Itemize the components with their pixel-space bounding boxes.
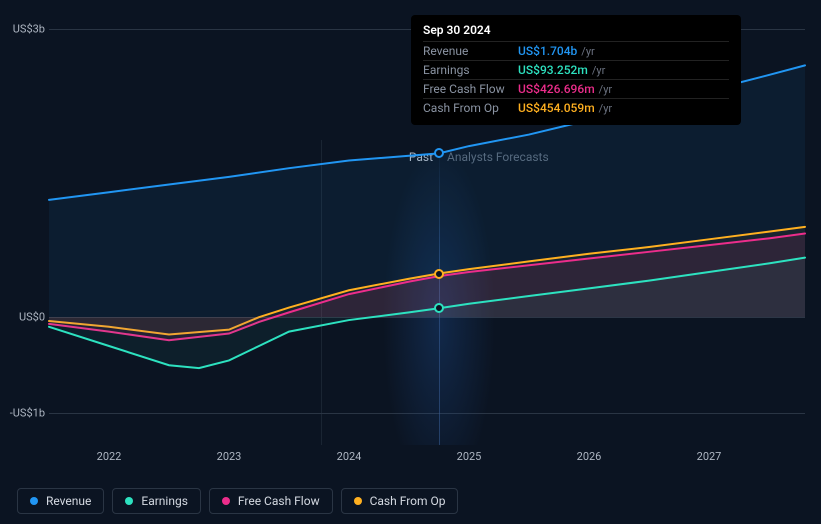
y-axis-label: -US$1b xyxy=(10,407,45,420)
y-axis-label: US$0 xyxy=(19,311,45,324)
tooltip-suffix: /yr xyxy=(581,45,594,58)
tooltip-label: Earnings xyxy=(423,63,518,77)
tooltip-row: Free Cash FlowUS$426.696m/yr xyxy=(423,79,729,98)
legend-swatch xyxy=(354,497,362,505)
legend-item-cash-from-op[interactable]: Cash From Op xyxy=(341,488,459,514)
marker-revenue xyxy=(434,148,444,158)
x-axis-label: 2025 xyxy=(457,450,482,463)
legend-swatch xyxy=(30,497,38,505)
tooltip-label: Revenue xyxy=(423,44,518,58)
marker-cash_from_op xyxy=(434,269,444,279)
x-axis-label: 2022 xyxy=(97,450,122,463)
x-axis-label: 2027 xyxy=(697,450,722,463)
legend-swatch xyxy=(222,497,230,505)
y-axis-label: US$3b xyxy=(13,22,45,35)
tooltip-suffix: /yr xyxy=(599,102,612,115)
legend-item-earnings[interactable]: Earnings xyxy=(112,488,201,514)
tooltip-value: US$454.059m xyxy=(518,101,595,115)
tooltip-label: Free Cash Flow xyxy=(423,82,518,96)
tooltip-row: Cash From OpUS$454.059m/yr xyxy=(423,98,729,117)
x-axis-label: 2026 xyxy=(577,450,602,463)
legend-label: Earnings xyxy=(141,494,188,508)
tooltip-date: Sep 30 2024 xyxy=(423,23,729,41)
data-tooltip: Sep 30 2024 RevenueUS$1.704b/yrEarningsU… xyxy=(411,15,741,125)
legend-item-revenue[interactable]: Revenue xyxy=(17,488,104,514)
legend-swatch xyxy=(125,497,133,505)
tooltip-row: RevenueUS$1.704b/yr xyxy=(423,41,729,60)
tooltip-label: Cash From Op xyxy=(423,101,518,115)
legend: Revenue Earnings Free Cash Flow Cash From O… xyxy=(17,488,458,514)
tooltip-suffix: /yr xyxy=(599,83,612,96)
tooltip-value: US$426.696m xyxy=(518,82,595,96)
tooltip-value: US$1.704b xyxy=(518,44,577,58)
tooltip-value: US$93.252m xyxy=(518,63,588,77)
legend-item-free-cash-flow[interactable]: Free Cash Flow xyxy=(209,488,333,514)
legend-label: Free Cash Flow xyxy=(238,494,320,508)
tooltip-row: EarningsUS$93.252m/yr xyxy=(423,60,729,79)
x-axis-label: 2024 xyxy=(337,450,362,463)
marker-earnings xyxy=(434,303,444,313)
legend-label: Cash From Op xyxy=(370,494,446,508)
x-axis-label: 2023 xyxy=(217,450,242,463)
tooltip-suffix: /yr xyxy=(592,64,605,77)
legend-label: Revenue xyxy=(46,494,91,508)
